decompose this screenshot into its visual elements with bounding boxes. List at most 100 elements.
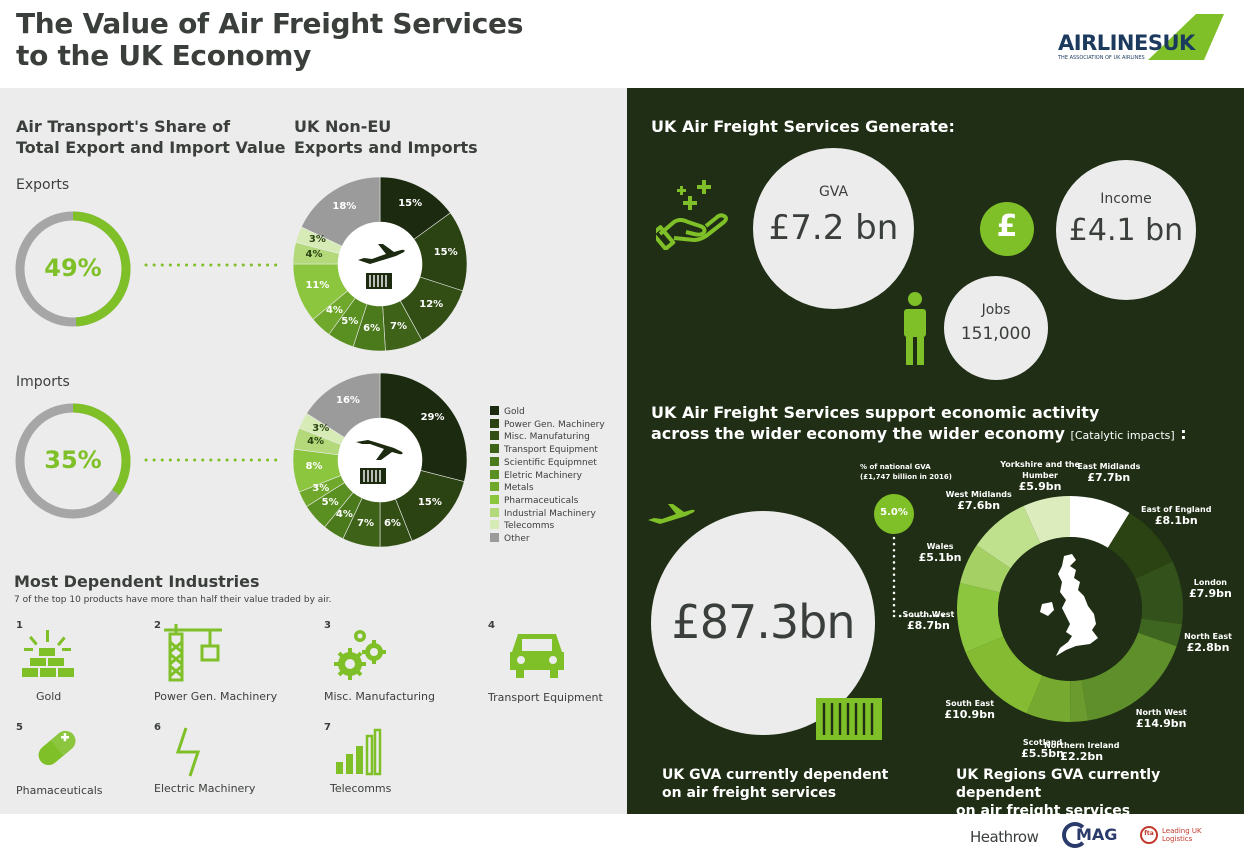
industry-label-7: Telecomms (330, 782, 392, 795)
pie-label: 12% (419, 299, 444, 311)
gva-pct-value: 5.0% (880, 507, 908, 518)
gva-note: % of national GVA (£1,747 billion in 201… (860, 462, 952, 482)
legend-swatch (490, 533, 499, 542)
legend-item: Power Gen. Machinery (490, 418, 605, 431)
pound-badge (980, 202, 1034, 256)
legend-label: Misc. Manufaturing (504, 432, 590, 443)
imports-connector (144, 458, 284, 462)
region-label: Yorkshire and the Humber £5.9bn (1000, 459, 1080, 492)
fta-logo-mark: fta (1144, 830, 1154, 837)
pie-label: 15% (433, 246, 458, 258)
gva-label: GVA (818, 184, 849, 200)
title-line-1: The Value of Air Freight Services (16, 7, 524, 40)
legend-label: Telecomms (504, 521, 555, 532)
legend-item: Gold (490, 406, 525, 418)
region-segment-east-midlands (1070, 496, 1130, 548)
pie-label: 8% (305, 461, 323, 473)
legend-label: Industrial Machinery (504, 508, 596, 519)
region-value: £5.5bn (1021, 747, 1064, 761)
legend-swatch (490, 520, 499, 530)
big-value: £87.3bn (671, 595, 855, 649)
gva-pct-connector (892, 536, 950, 618)
region-name: London (1193, 577, 1228, 587)
legend-item: Eletric Machinery (490, 469, 582, 482)
footer: Heathrow MAG fta Leading UK Logistics (0, 814, 1244, 855)
plane-icon (648, 504, 695, 524)
gears-icon (334, 630, 386, 680)
gva-circle (753, 148, 914, 309)
industries-title: Most Dependent Industries (14, 572, 260, 591)
region-value: £2.8bn (1186, 641, 1230, 655)
legend-swatch (490, 444, 499, 454)
region-name: Wales (926, 541, 954, 551)
legend-item: Misc. Manufaturing (490, 431, 590, 443)
support-title-colon: : (1180, 424, 1187, 443)
region-segment-scotland (1026, 675, 1071, 722)
industry-num-1: 1 (16, 620, 23, 631)
region-value: £5.1bn (918, 550, 962, 564)
legend-swatch (490, 482, 499, 492)
container-icon (816, 698, 882, 740)
pie-label: 18% (332, 200, 357, 212)
logo-text: AIRLINESUK (1058, 31, 1195, 55)
pie-label: 3% (308, 234, 326, 246)
pound-symbol: £ (996, 209, 1018, 244)
region-label: West Midlands £7.6bn (939, 489, 1019, 511)
jobs-circle (944, 276, 1048, 380)
jobs-value: 151,000 (960, 324, 1032, 344)
region-label: Scotland £5.5bn (1003, 737, 1083, 759)
industry-label-2: Power Gen. Machinery (154, 690, 278, 703)
industry-label-5: Phamaceuticals (16, 784, 103, 797)
logo-text-main: AIRLINES (1058, 31, 1163, 55)
industry-label-3: Misc. Manufacturing (324, 690, 435, 703)
big-value-circle (651, 511, 875, 735)
caption-left-line-2: on air freight services (662, 785, 837, 801)
page-title: The Value of Air Freight Services to the… (16, 8, 523, 72)
region-name: Yorkshire and the Humber (1000, 460, 1080, 481)
imports-plane-icon (356, 440, 403, 460)
fta-text: Leading UK Logistics (1162, 827, 1202, 843)
imports-ring-arc (15, 403, 131, 519)
exports-container-icon (366, 273, 392, 289)
support-title-line-2-text: across the wider economy the wider econo… (651, 424, 1065, 443)
region-value: £7.7bn (1087, 471, 1131, 485)
pill-icon (38, 730, 76, 766)
gva-value: £7.2 bn (768, 208, 899, 248)
header: The Value of Air Freight Services to the… (0, 0, 1244, 88)
region-segment-northern-ireland (1070, 680, 1089, 722)
exports-label: Exports (16, 177, 70, 193)
pie-label: 4% (307, 436, 325, 448)
pie-center (338, 222, 422, 306)
region-value: £14.9bn (1136, 716, 1187, 730)
hand-plus-icon (656, 180, 728, 250)
pie-label: 3% (312, 483, 330, 495)
legend-swatch (490, 507, 499, 517)
legend-swatch (490, 456, 499, 466)
pie-label: 29% (420, 412, 445, 424)
imports-label: Imports (16, 374, 70, 390)
legend-label: Pharmaceuticals (504, 495, 579, 506)
region-segment-south-east (965, 636, 1043, 714)
industry-num-2: 2 (154, 620, 161, 631)
logo-tagline: THE ASSOCIATION OF UK AIRLINES (1058, 55, 1145, 61)
person-icon (904, 292, 926, 365)
region-label: East of England £8.1bn (1136, 504, 1216, 526)
legend-swatch (490, 431, 499, 441)
region-name: North East (1184, 632, 1232, 642)
region-value: £7.9bn (1188, 586, 1232, 600)
pie-label: 3% (312, 422, 330, 434)
jobs-label: Jobs (981, 302, 1011, 318)
mag-logo-text: MAG (1076, 825, 1118, 844)
industry-num-7: 7 (324, 722, 331, 733)
region-segment-west-midlands (976, 506, 1041, 569)
imports-container-icon (360, 468, 386, 484)
region-label: East Midlands £7.7bn (1069, 461, 1149, 483)
region-label: London £7.9bn (1170, 577, 1244, 599)
uk-map-icon (1040, 554, 1098, 656)
legend-item: Industrial Machinery (490, 507, 596, 520)
legend-label: Power Gen. Machinery (504, 419, 605, 430)
legend-item: Telecomms (490, 520, 554, 532)
industry-num-3: 3 (324, 620, 331, 631)
region-name: Scotland (1022, 738, 1063, 748)
industry-num-4: 4 (488, 620, 495, 631)
